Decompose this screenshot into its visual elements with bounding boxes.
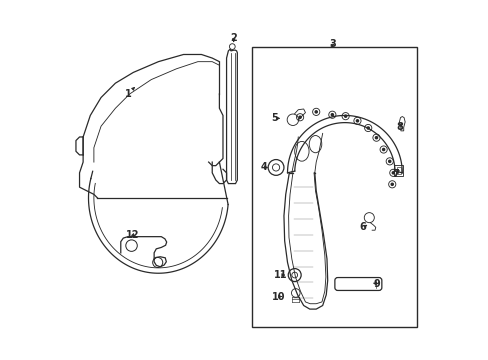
Text: 3: 3: [328, 39, 335, 49]
Circle shape: [344, 115, 346, 117]
Text: 12: 12: [125, 230, 139, 239]
Text: 2: 2: [230, 33, 237, 43]
Text: 11: 11: [273, 270, 286, 280]
Circle shape: [388, 160, 390, 162]
Circle shape: [330, 114, 333, 116]
Text: 1: 1: [124, 87, 134, 99]
Text: 8: 8: [396, 122, 403, 132]
Text: 4: 4: [260, 162, 267, 172]
Text: 10: 10: [271, 292, 285, 302]
Circle shape: [382, 148, 384, 150]
Circle shape: [298, 116, 301, 118]
Text: 5: 5: [271, 113, 279, 123]
Circle shape: [366, 127, 368, 129]
Circle shape: [356, 120, 358, 122]
Text: 9: 9: [373, 279, 380, 289]
Bar: [396, 167, 400, 174]
Circle shape: [314, 111, 317, 113]
Circle shape: [390, 183, 392, 185]
Circle shape: [375, 136, 377, 139]
Text: 6: 6: [359, 222, 366, 232]
Bar: [394, 165, 403, 176]
Text: 7: 7: [392, 168, 399, 179]
Circle shape: [391, 172, 394, 174]
Bar: [251, 47, 416, 327]
